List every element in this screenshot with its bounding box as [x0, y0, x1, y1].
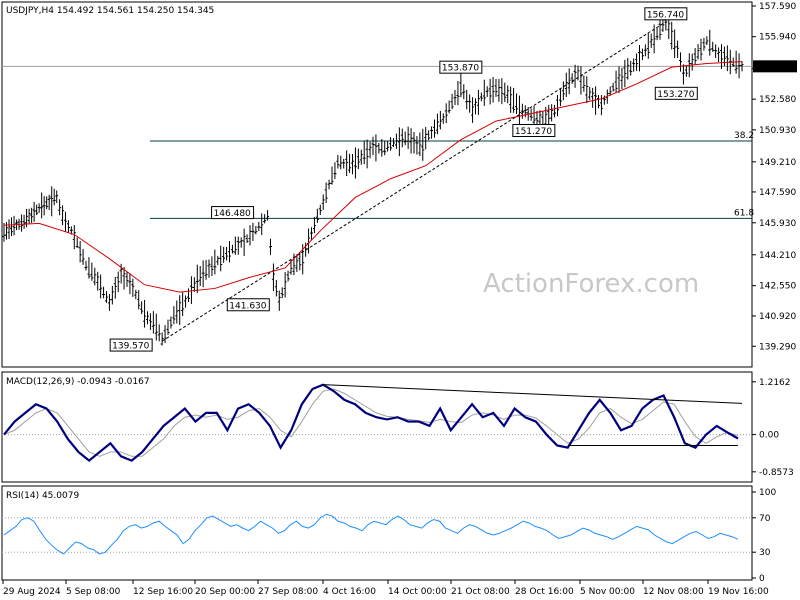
price-tick-label: 150.930 [759, 126, 796, 136]
macd-layer [2, 383, 752, 463]
rsi-layer [2, 513, 752, 555]
rsi-tick-label: 0 [759, 574, 765, 584]
price-annotation: 146.480 [214, 209, 251, 219]
time-tick-label: 27 Sep 08:00 [258, 587, 318, 597]
price-annotation-box [439, 60, 483, 74]
price-tick-label: 155.940 [759, 33, 796, 43]
time-tick-label: 28 Oct 16:00 [515, 587, 574, 597]
time-tick-label: 29 Aug 2024 [3, 587, 61, 597]
price-tick-label: 139.290 [759, 342, 796, 352]
rsi-header: RSI(14) 45.0079 [6, 491, 79, 501]
price-tick-label: 140.920 [759, 312, 796, 322]
time-tick-label: 5 Sep 08:00 [66, 587, 121, 597]
macd-tick-label: 0.00 [759, 431, 779, 441]
price-annotation-box [644, 7, 688, 21]
price-tick-label: 145.930 [759, 219, 796, 229]
rsi-tick-label: 100 [759, 488, 776, 498]
price-annotation: 141.630 [229, 301, 266, 311]
price-tick-label: 147.590 [759, 188, 796, 198]
price-annotation: 139.570 [112, 342, 149, 352]
watermark: ActionForex.com [483, 269, 699, 299]
macd-header: MACD(12,26,9) -0.0943 -0.0167 [6, 377, 150, 387]
macd-line [3, 383, 739, 463]
current-price-label: 154.345 [758, 63, 795, 73]
macd-panel [1, 371, 753, 483]
time-tick-label: 5 Nov 00:00 [580, 587, 635, 597]
time-tick-label: 14 Oct 00:00 [388, 587, 447, 597]
time-tick-label: 4 Oct 16:00 [323, 587, 376, 597]
time-x-axis: 29 Aug 2024 5 Sep 08:00 12 Sep 16:00 20 Sep… [2, 580, 769, 597]
rsi-tick-label: 30 [759, 548, 771, 558]
moving-average-line [3, 61, 743, 293]
fib-label: 61.8 [734, 208, 754, 218]
price-annotation-box [512, 124, 556, 138]
time-tick-label: 21 Oct 08:00 [451, 587, 510, 597]
price-tick-label: 152.580 [759, 95, 796, 105]
current-price-box [753, 60, 797, 73]
time-tick-label: 20 Sep 00:00 [195, 587, 255, 597]
rsi-line [3, 513, 739, 555]
time-tick-label: 19 Nov 16:00 [708, 587, 769, 597]
macd-signal-line [3, 388, 739, 457]
price-annotation-box [226, 298, 270, 312]
price-panel [1, 1, 753, 368]
price-layer: 38.2 61.8 156.740 153.870 153.270 151.270 146.… [2, 7, 754, 352]
rsi-panel [1, 485, 753, 581]
price-annotation: 153.870 [442, 64, 479, 74]
price-tick-label: 142.550 [759, 282, 796, 292]
time-tick-label: 12 Sep 16:00 [133, 587, 193, 597]
macd-divergence-line [323, 384, 743, 404]
price-tick-label: 157.590 [759, 2, 796, 12]
fib-label: 38.2 [734, 131, 754, 141]
time-tick-label: 12 Nov 08:00 [643, 587, 704, 597]
price-annotation-box [654, 86, 698, 100]
macd-y-axis: 1.2162 0.00 -0.8573 [752, 378, 794, 478]
price-panel-header: USDJPY,H4 154.492 154.561 154.250 154.34… [6, 6, 214, 16]
price-tick-label: 149.210 [759, 158, 796, 168]
rsi-y-axis: 100 70 30 0 [752, 488, 776, 584]
macd-tick-label: -0.8573 [759, 468, 794, 478]
trend-line [161, 21, 667, 342]
price-annotation-box [109, 338, 153, 352]
price-annotation: 151.270 [515, 127, 552, 137]
price-annotation-box [211, 206, 255, 220]
macd-tick-label: 1.2162 [759, 378, 791, 388]
price-annotation: 153.270 [657, 90, 694, 100]
price-y-axis: 157.590155.940154.230152.580150.930149.2… [752, 2, 797, 352]
price-tick-label: 144.210 [759, 251, 796, 261]
price-annotation: 156.740 [647, 10, 684, 20]
rsi-tick-label: 70 [759, 514, 771, 524]
